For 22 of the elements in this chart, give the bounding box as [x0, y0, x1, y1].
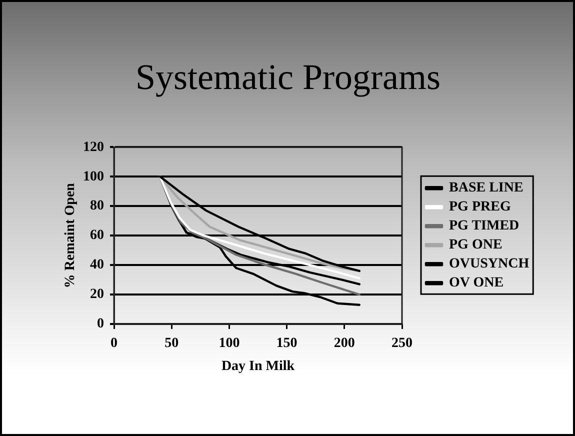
x-tick-label: 200: [334, 336, 355, 352]
legend-label: PG TIMED: [449, 218, 520, 234]
chart-title: Systematic Programs: [136, 57, 440, 98]
legend-label: OVUSYNCH: [449, 256, 530, 272]
y-tick-label: 120: [83, 140, 104, 155]
x-tick-label: 50: [164, 336, 179, 352]
legend-label: BASE LINE: [449, 180, 524, 196]
x-tick-label: 100: [218, 336, 240, 352]
x-tick-label: 0: [110, 336, 118, 352]
y-tick-label: 20: [90, 287, 104, 302]
legend-label: OV ONE: [449, 276, 504, 291]
x-axis-title: Day In Milk: [221, 359, 295, 374]
y-tick-label: 40: [90, 258, 104, 273]
x-tick-label: 250: [392, 336, 412, 352]
y-axis-title: % Remaint Open: [63, 182, 78, 288]
x-tick-label: 150: [276, 336, 298, 352]
legend-label: PG ONE: [449, 238, 502, 253]
y-tick-label: 100: [83, 169, 104, 184]
y-tick-label: 80: [90, 198, 104, 214]
y-tick-label: 60: [90, 228, 104, 244]
legend-label: PG PREG: [449, 200, 511, 215]
y-tick-label: 0: [97, 316, 104, 332]
